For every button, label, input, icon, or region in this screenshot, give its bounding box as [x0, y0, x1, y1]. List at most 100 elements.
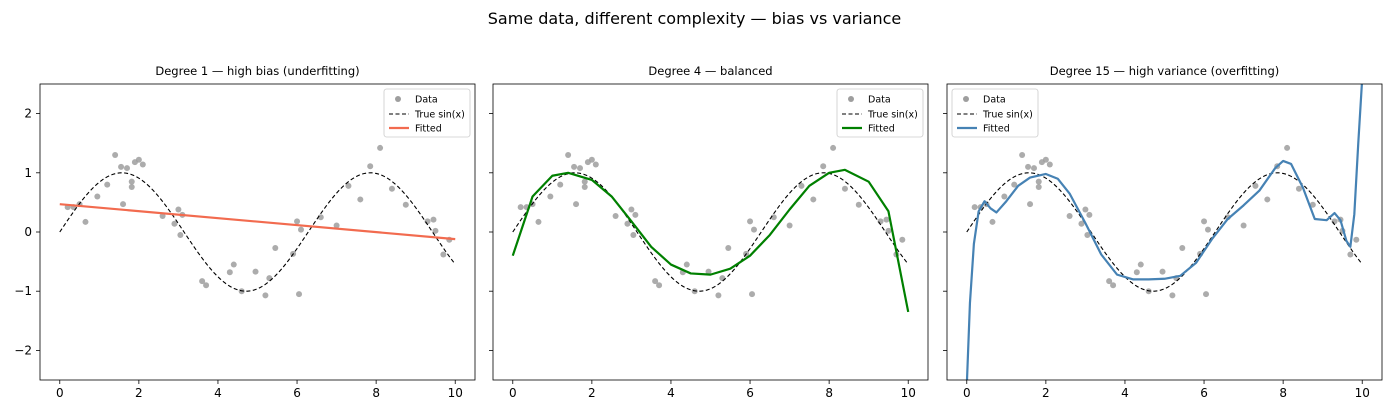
- fitted-line: [965, 84, 1363, 380]
- data-point: [82, 218, 89, 225]
- data-point: [1347, 251, 1354, 258]
- data-point: [592, 161, 599, 168]
- data-point: [1011, 181, 1018, 188]
- fitted-line: [511, 168, 910, 313]
- data-point: [1284, 144, 1291, 151]
- data-point: [883, 216, 890, 223]
- legend-label: True sin(x): [982, 110, 1033, 121]
- data-point: [266, 275, 273, 282]
- data-point: [120, 201, 127, 208]
- data-point: [725, 244, 732, 251]
- data-point: [1264, 196, 1271, 203]
- x-tick-label: 8: [372, 386, 380, 400]
- y-tick-label: 0: [24, 225, 32, 239]
- plot-area: [965, 84, 1363, 380]
- y-tick-label: 2: [24, 107, 32, 121]
- x-tick-label: 0: [963, 386, 971, 400]
- data-point: [1027, 201, 1034, 208]
- true-sin-line: [966, 172, 1363, 292]
- legend-box: [836, 88, 924, 138]
- data-point: [230, 261, 237, 268]
- legend-data-marker: [395, 96, 401, 102]
- legend-label: True sin(x): [414, 110, 465, 121]
- figure-suptitle: Same data, different complexity — bias v…: [488, 9, 902, 28]
- data-point: [1035, 184, 1042, 191]
- data-point: [317, 214, 324, 221]
- data-point: [298, 226, 304, 233]
- data-point: [294, 218, 301, 225]
- data-point: [820, 163, 827, 170]
- data-point: [128, 178, 135, 185]
- data-point: [1203, 291, 1210, 298]
- legend-label: Data: [983, 95, 1006, 106]
- data-point: [1084, 231, 1091, 238]
- legend-box: [951, 88, 1039, 138]
- legend-label: Data: [868, 95, 891, 106]
- data-point: [628, 206, 635, 213]
- data-point: [571, 163, 578, 170]
- data-point: [128, 184, 135, 191]
- data-point: [899, 236, 906, 243]
- true-sin-line: [512, 172, 909, 292]
- data-point: [1201, 218, 1208, 225]
- data-point: [798, 182, 805, 189]
- panel-1: Degree 1 — high bias (underfitting) 0 2 4 6 8…: [14, 64, 476, 400]
- data-point: [1205, 226, 1211, 233]
- data-point: [199, 278, 206, 285]
- data-point: [440, 251, 447, 258]
- data-point: [1042, 156, 1049, 163]
- data-point: [1353, 236, 1360, 243]
- panel-title: Degree 1 — high bias (underfitting): [155, 64, 359, 78]
- axes-frame: [946, 83, 1383, 381]
- legend: Data True sin(x) Fitted: [951, 88, 1039, 138]
- legend-box: [383, 88, 471, 138]
- data-point: [573, 201, 580, 208]
- data-point: [1046, 161, 1053, 168]
- data-point: [632, 211, 639, 218]
- data-point: [1179, 244, 1186, 251]
- data-point: [1240, 222, 1247, 229]
- data-point: [432, 227, 439, 234]
- plot-area: [511, 144, 910, 313]
- data-point: [203, 282, 210, 289]
- data-point: [1137, 261, 1144, 268]
- data-point: [1035, 178, 1042, 185]
- x-tick-label: 2: [1042, 386, 1050, 400]
- data-point: [1078, 220, 1085, 227]
- x-tick-label: 10: [901, 386, 916, 400]
- x-tick-label: 6: [746, 386, 754, 400]
- data-point: [749, 291, 756, 298]
- legend-data-marker: [963, 96, 969, 102]
- data-point: [388, 185, 395, 192]
- x-tick-label: 4: [214, 386, 222, 400]
- data-point: [719, 275, 726, 282]
- legend-label: Fitted: [868, 124, 895, 135]
- x-tick-label: 0: [56, 386, 64, 400]
- data-point: [705, 268, 712, 275]
- data-point: [747, 218, 754, 225]
- data-point: [262, 292, 269, 299]
- data-point: [770, 214, 777, 221]
- panel-title: Degree 4 — balanced: [648, 64, 772, 78]
- data-point: [885, 227, 892, 234]
- data-point: [581, 178, 588, 185]
- data-point: [535, 218, 542, 225]
- data-point: [1331, 218, 1338, 225]
- data-point: [402, 201, 409, 208]
- data-point: [171, 220, 178, 227]
- legend-label: Data: [415, 95, 438, 106]
- data-point: [830, 144, 837, 151]
- data-point: [367, 163, 374, 170]
- data-point: [581, 184, 588, 191]
- legend-data-marker: [848, 96, 854, 102]
- data-point: [175, 206, 182, 213]
- data-point: [1159, 268, 1166, 275]
- data-point: [1133, 269, 1140, 276]
- data-point: [630, 231, 637, 238]
- data-point: [1309, 201, 1316, 208]
- data-point: [1169, 292, 1176, 299]
- data-point: [226, 269, 233, 276]
- x-tick-label: 4: [1121, 386, 1129, 400]
- plot-area: [59, 144, 456, 299]
- data-point: [786, 222, 793, 229]
